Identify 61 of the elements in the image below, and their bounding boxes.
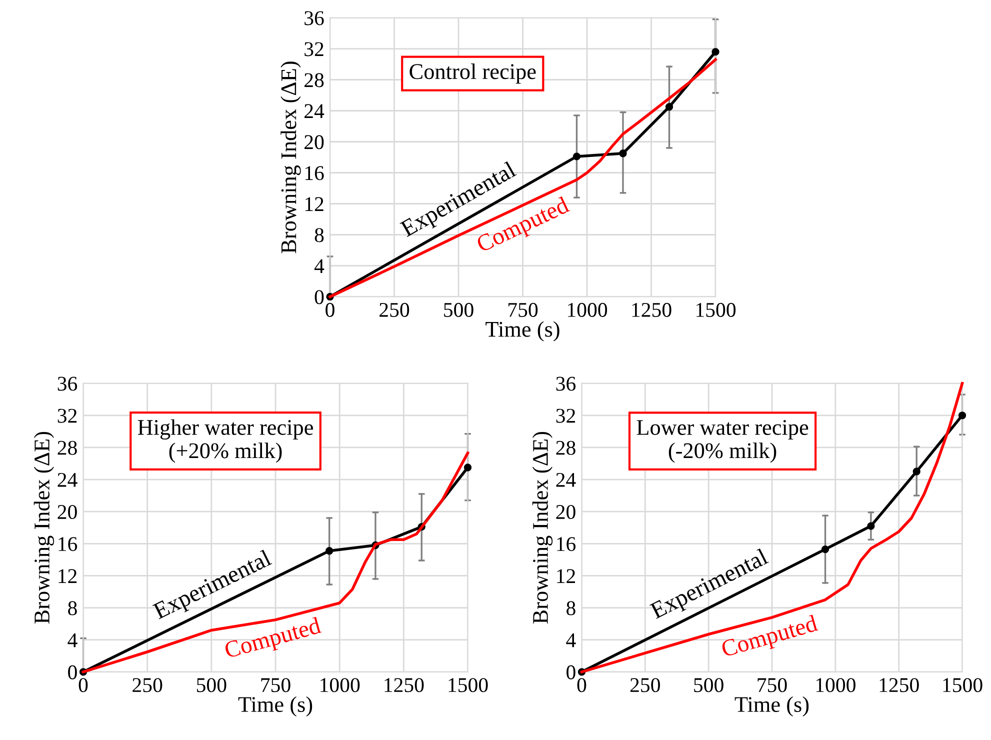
y-tick-label: 0: [566, 665, 576, 680]
y-tick-label: 0: [314, 290, 324, 304]
x-tick-label: 0: [577, 678, 586, 692]
x-axis-title: Time (s): [734, 696, 809, 717]
y-tick-label: 16: [58, 537, 78, 552]
x-tick-label: 1000: [568, 302, 608, 317]
x-tick-label: 500: [444, 302, 474, 317]
x-tick-label: 0: [78, 678, 88, 692]
annotation: Control recipe: [410, 63, 536, 84]
x-tick-label: 250: [630, 678, 660, 692]
y-tick-label: 36: [556, 376, 576, 391]
y-tick-label: 36: [58, 376, 78, 391]
y-tick-label: 24: [58, 472, 78, 487]
x-tick-label: 1000: [320, 678, 360, 692]
x-tick-label: 500: [694, 678, 724, 692]
x-tick-label: 1250: [632, 302, 672, 317]
y-tick-label: 32: [556, 408, 576, 423]
y-tick-label: 12: [58, 569, 77, 583]
x-tick-label: 1000: [816, 678, 856, 692]
y-tick-label: 28: [58, 440, 77, 455]
y-tick-label: 20: [58, 504, 77, 520]
y-tick-label: 32: [304, 42, 324, 56]
y-tick-label: 24: [304, 104, 324, 118]
y-tick-label: 12: [557, 569, 576, 583]
y-tick-label: 24: [556, 472, 576, 487]
text: Computed: [224, 616, 323, 663]
y-tick-label: 16: [557, 537, 576, 552]
x-tick-label: 750: [261, 678, 290, 692]
y-tick-label: 28: [556, 440, 576, 455]
x-tick-label: 250: [380, 302, 410, 317]
y-tick-label: 28: [304, 73, 324, 88]
annotation: Lower water recipe (-20% milk): [636, 420, 808, 463]
y-axis-title: Browning Index (ΔE): [34, 432, 54, 624]
x-tick-label: 1500: [943, 678, 982, 692]
x-tick-label: 750: [508, 302, 538, 317]
y-tick-label: 8: [566, 601, 576, 616]
y-axis-title: Browning Index (ΔE): [280, 62, 301, 254]
y-tick-label: 4: [314, 259, 324, 273]
annotation: Higher water recipe (+20% milk): [138, 419, 313, 463]
x-axis-title: Time (s): [486, 321, 560, 342]
y-tick-label: 20: [556, 504, 576, 520]
x-tick-label: 1500: [696, 302, 736, 317]
x-tick-label: 0: [326, 302, 334, 317]
y-tick-label: 20: [304, 135, 324, 150]
x-tick-label: 1250: [384, 678, 424, 692]
x-tick-label: 750: [758, 678, 787, 692]
x-tick-label: 1250: [880, 678, 919, 692]
y-tick-label: 8: [68, 601, 77, 616]
y-tick-label: 36: [304, 11, 324, 26]
x-axis-title: Time (s): [238, 696, 312, 717]
y-tick-label: 16: [305, 166, 324, 180]
y-tick-label: 8: [314, 228, 324, 242]
y-tick-label: 4: [68, 633, 78, 648]
x-tick-label: 1500: [448, 678, 488, 692]
y-tick-label: 4: [566, 633, 576, 648]
x-tick-label: 500: [197, 678, 226, 692]
y-axis-title: Browning Index (ΔE): [532, 432, 553, 624]
x-tick-label: 250: [132, 678, 162, 692]
y-tick-label: 0: [68, 665, 77, 680]
y-tick-label: 12: [305, 197, 324, 211]
y-tick-label: 32: [58, 408, 77, 423]
